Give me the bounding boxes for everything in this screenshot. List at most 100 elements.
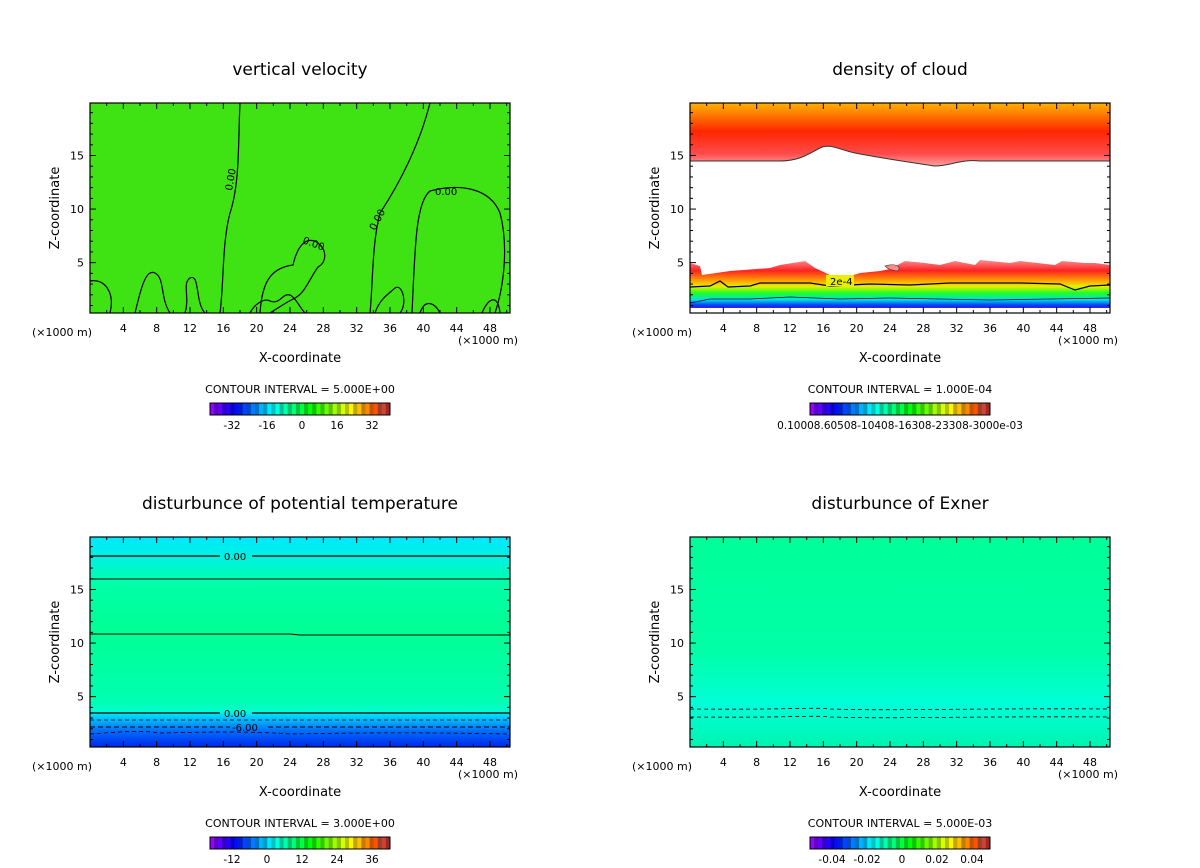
colorbar-label: -32 (223, 420, 240, 432)
y-axis-label: Z-coordinate (48, 601, 63, 684)
x-tick-label: 20 (250, 322, 264, 335)
colorbar-cell (850, 837, 856, 849)
colorbar-cell (887, 837, 893, 849)
colorbar-cell (349, 403, 354, 415)
colorbar-cell (242, 837, 248, 849)
colorbar: -12 0 12 24 36 (209, 836, 391, 866)
colorbar-cell (308, 837, 313, 849)
colorbar-cell (867, 837, 872, 849)
colorbar-cell (891, 403, 897, 415)
colorbar-cell (822, 403, 827, 415)
x-tick-label: 4 (720, 322, 727, 335)
colorbar-cell (924, 837, 929, 849)
colorbar-cell (381, 837, 387, 849)
x-tick-label: 24 (883, 756, 897, 769)
contour-label: 0.00 (224, 552, 246, 563)
contour-label: 0.00 (224, 709, 246, 720)
x-tick-label: 28 (916, 322, 930, 335)
colorbar-cell (920, 403, 925, 415)
colorbar-cell (863, 403, 868, 415)
colorbar-cell (259, 837, 264, 849)
colorbar-cell (936, 403, 942, 415)
colorbar-cell (822, 837, 827, 849)
colorbar-cell (222, 837, 227, 849)
colorbar-cell (826, 837, 831, 849)
x-axis-label: X-coordinate (259, 785, 341, 800)
x-unit-label-left: (×1000 m) (32, 760, 92, 773)
colorbar-cell (814, 837, 819, 849)
colorbar-cell (818, 837, 823, 849)
colorbar-cell (340, 837, 346, 849)
contour (689, 715, 1111, 719)
colorbar-cell (328, 837, 334, 849)
colorbar-cell (320, 837, 325, 849)
colorbar-cell (340, 403, 346, 415)
colorbar-cell (904, 837, 909, 849)
colorbar-cell (863, 837, 868, 849)
colorbar-cell (312, 403, 317, 415)
colorbar-cell (850, 403, 856, 415)
colorbar-cell (373, 403, 379, 415)
x-tick-label: 20 (850, 756, 864, 769)
x-unit-label-right: (×1000 m) (458, 768, 518, 781)
contours (89, 102, 506, 314)
colorbar-cell (838, 837, 844, 849)
y-axis-label: Z-coordinate (48, 167, 63, 250)
x-tick-label: 48 (483, 756, 497, 769)
colorbar-cell (308, 403, 313, 415)
colorbar-cell (328, 403, 334, 415)
plot-area-exner (689, 537, 1111, 747)
colorbar-label: -16 (258, 420, 275, 432)
y-tick-label: 10 (70, 637, 84, 650)
colorbar-cell (226, 403, 231, 415)
y-axis-label: Z-coordinate (648, 167, 663, 250)
colorbar-cell (924, 403, 929, 415)
colorbar-cell (271, 403, 276, 415)
colorbar-cell (214, 837, 219, 849)
plot-frame (89, 102, 511, 314)
contour-label: 2e-4 (830, 277, 853, 288)
colorbar-cell (316, 837, 321, 849)
colorbar-cell (365, 403, 370, 415)
upper-cloud-layer (690, 103, 1110, 166)
colorbar-frame (209, 836, 391, 850)
colorbar-cell (353, 403, 358, 415)
colorbar-cell (961, 403, 966, 415)
colorbar-label: -0.04 (818, 854, 845, 866)
x-tick-label: 36 (383, 756, 397, 769)
chart-title: disturbunce of potential temperature (142, 494, 458, 514)
colorbar-cell (969, 837, 974, 849)
colorbar-cell (250, 837, 256, 849)
colorbar-cell (377, 403, 383, 415)
colorbar-label: 0.04 (960, 854, 984, 866)
x-tick-label: 36 (383, 322, 397, 335)
colorbar-cell (916, 837, 921, 849)
colorbar-cell (300, 837, 305, 849)
colorbar-cell (900, 403, 905, 415)
contour-label: 0.00 (224, 168, 239, 192)
colorbar-cell (255, 403, 260, 415)
colorbar-cell (936, 837, 942, 849)
colorbar-cell (908, 403, 913, 415)
colorbar-cell (230, 403, 235, 415)
colorbar-cell (234, 403, 239, 415)
colorbar-cell (345, 837, 350, 849)
x-tick-label: 48 (1083, 322, 1097, 335)
colorbar-cell (250, 403, 256, 415)
colorbar-cell (810, 403, 815, 415)
colorbar-cell (295, 837, 301, 849)
colorbar-cell (985, 403, 991, 415)
colorbar-label: 32 (365, 420, 378, 432)
colorbar-cell (949, 403, 954, 415)
colorbar-label: 0 (299, 420, 306, 432)
colorbar: -0.04 -0.02 0 0.02 0.04 (809, 836, 991, 866)
colorbar-cell (814, 403, 819, 415)
x-tick-label: 44 (450, 322, 464, 335)
colorbar-cell (871, 837, 876, 849)
y-tick-label: 10 (670, 637, 684, 650)
colorbar-cell (883, 837, 889, 849)
contour-label: -6.00 (232, 723, 258, 734)
chart-title: disturbunce of Exner (811, 494, 988, 514)
